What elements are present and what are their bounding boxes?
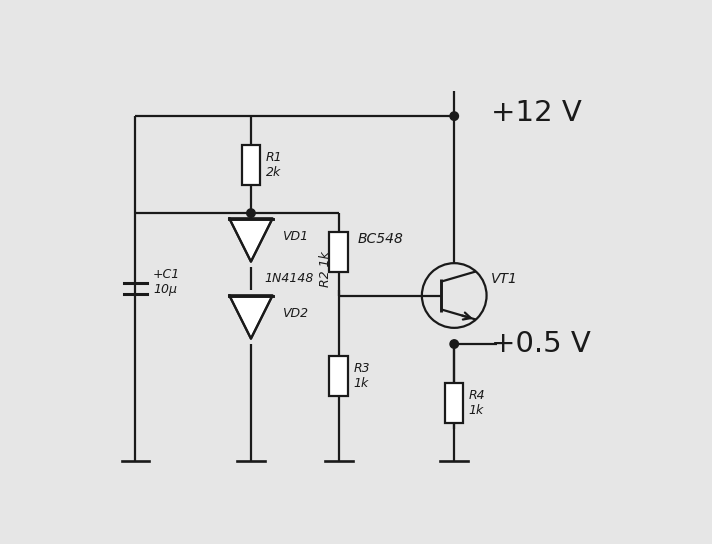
Polygon shape (229, 219, 273, 262)
Text: VD2: VD2 (282, 307, 308, 320)
Text: R2 1k: R2 1k (319, 252, 332, 287)
Polygon shape (229, 295, 273, 338)
Text: 1N4148: 1N4148 (265, 272, 314, 285)
Circle shape (450, 112, 459, 120)
Text: +C1
10μ: +C1 10μ (153, 268, 180, 296)
Text: VT1: VT1 (491, 271, 518, 286)
Bar (241, 145, 260, 184)
Bar (330, 232, 348, 271)
Text: +12 V: +12 V (491, 99, 582, 127)
Text: VD1: VD1 (282, 230, 308, 243)
Bar (330, 356, 348, 395)
Bar (445, 382, 464, 423)
Text: +0.5 V: +0.5 V (491, 330, 591, 358)
Text: R4
1k: R4 1k (468, 388, 486, 417)
Text: BC548: BC548 (358, 232, 404, 246)
Circle shape (246, 209, 255, 218)
Text: R3
1k: R3 1k (353, 362, 370, 390)
Text: R1
2k: R1 2k (266, 151, 282, 178)
Circle shape (450, 340, 459, 348)
